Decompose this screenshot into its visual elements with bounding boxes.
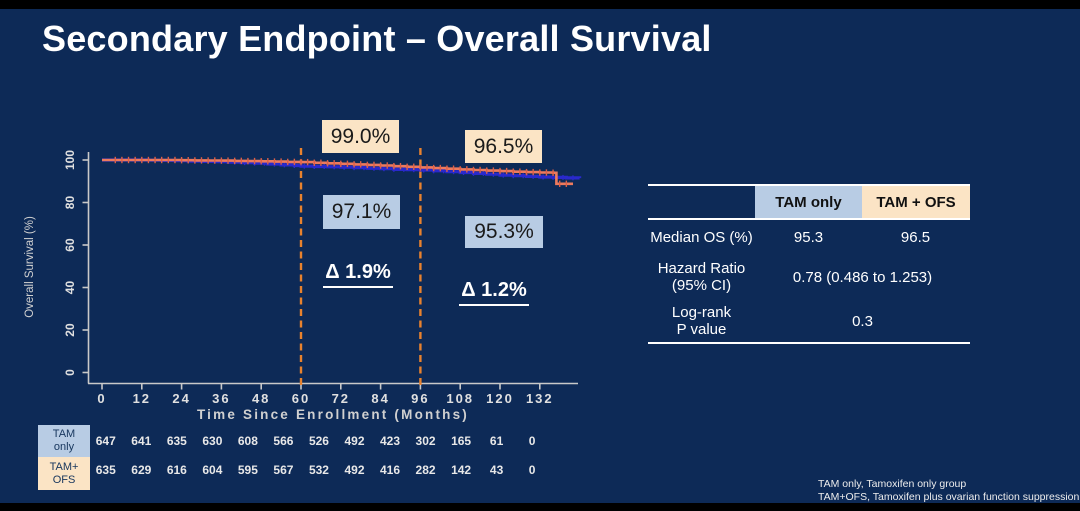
risk-count: 0 [528, 434, 536, 448]
risk-count: 282 [415, 463, 436, 477]
km-survival-plot: 0 20 40 60 80 100 Overall Survival (%) 0 12 24 36 4… [24, 148, 582, 422]
row-logrank-p: Log-rank P value 0.3 [648, 300, 970, 342]
svg-text:72: 72 [332, 391, 350, 406]
risk-count: 604 [202, 463, 223, 477]
svg-text:0: 0 [63, 369, 77, 376]
annotation-tam-ofs-60mo: 99.0% [322, 120, 399, 153]
risk-count: 641 [131, 434, 152, 448]
risk-label-line: TAM+ [49, 460, 79, 473]
logrank-p-value: 0.3 [852, 312, 873, 330]
svg-text:80: 80 [63, 196, 77, 210]
svg-text:84: 84 [371, 391, 389, 406]
annotation-delta-96mo: Δ 1.2% [456, 279, 532, 307]
risk-count: 647 [95, 434, 116, 448]
risk-label-line: OFS [52, 473, 76, 486]
risk-count: 302 [415, 434, 436, 448]
svg-text:120: 120 [486, 391, 514, 406]
svg-text:40: 40 [63, 281, 77, 295]
header-blank-cell [648, 186, 755, 218]
svg-text:0: 0 [97, 391, 106, 406]
risk-label-line: only [53, 441, 75, 453]
header-tam-ofs: TAM + OFS [862, 186, 970, 218]
median-os-tam-only: 95.3 [793, 228, 824, 246]
label-line: P value [676, 321, 727, 338]
header-tam-only: TAM only [755, 186, 862, 218]
letterbox-bottom [0, 503, 1080, 511]
risk-count: 616 [166, 463, 187, 477]
risk-count: 630 [202, 434, 223, 448]
risk-count: 142 [451, 463, 472, 477]
svg-text:60: 60 [292, 391, 310, 406]
median-os-label: Median OS (%) [650, 228, 753, 246]
svg-text:108: 108 [446, 391, 474, 406]
annotation-tam-only-96mo: 95.3% [465, 216, 543, 248]
row-median-os: Median OS (%) 95.3 96.5 [648, 220, 970, 254]
hazard-ratio-value: 0.78 (0.486 to 1.253) [792, 268, 933, 286]
letterbox-top [0, 0, 1080, 9]
risk-count: 566 [273, 434, 294, 448]
svg-text:96: 96 [411, 391, 429, 406]
table-header-row: TAM only TAM + OFS [648, 186, 970, 218]
risk-count: 532 [308, 463, 329, 477]
svg-text:12: 12 [133, 391, 151, 406]
delta-60-text: Δ 1.9% [323, 261, 393, 288]
risk-count: 629 [131, 463, 152, 477]
delta-96-text: Δ 1.2% [459, 279, 529, 306]
table-bottom-rule [648, 342, 970, 344]
risk-count: 526 [308, 434, 329, 448]
footnotes: TAM only, Tamoxifen only group TAM+OFS, … [818, 478, 1080, 503]
risk-count: 61 [489, 434, 504, 448]
table-top-rule [648, 184, 970, 186]
label-line: Log-rank [671, 304, 732, 321]
row-hazard-ratio: Hazard Ratio (95% CI) 0.78 (0.486 to 1.2… [648, 254, 970, 300]
risk-count: 165 [451, 434, 472, 448]
risk-count: 43 [489, 463, 504, 477]
svg-text:60: 60 [63, 238, 77, 252]
footnote-tam-ofs: TAM+OFS, Tamoxifen plus ovarian function… [818, 490, 1080, 503]
risk-count: 492 [344, 434, 365, 448]
svg-text:Time Since Enrollment (Months): Time Since Enrollment (Months) [197, 407, 469, 422]
os-statistics-table: TAM only TAM + OFS Median OS (%) 95.3 96… [648, 184, 970, 344]
page-title: Secondary Endpoint – Overall Survival [42, 18, 712, 59]
annotation-delta-60mo: Δ 1.9% [320, 261, 396, 289]
risk-count: 595 [237, 463, 258, 477]
svg-text:24: 24 [172, 391, 190, 406]
risk-label-tam-only: TAM only [38, 425, 90, 457]
footnote-tam-only: TAM only, Tamoxifen only group [818, 478, 967, 490]
label-line: (95% CI) [671, 277, 732, 294]
risk-count: 416 [380, 463, 401, 477]
median-os-tam-ofs: 96.5 [900, 228, 931, 246]
svg-text:Overall Survival (%): Overall Survival (%) [24, 216, 36, 318]
label-line: Hazard Ratio [657, 260, 746, 277]
risk-count: 608 [237, 434, 258, 448]
risk-count: 635 [166, 434, 187, 448]
risk-count: 635 [95, 463, 116, 477]
risk-count: 567 [273, 463, 294, 477]
risk-count: 492 [344, 463, 365, 477]
svg-text:48: 48 [252, 391, 270, 406]
risk-values-tam-ofs: 635 629 616 604 595 567 532 492 416 282 142 43 0 [88, 463, 550, 477]
risk-label-tam-ofs: TAM+ OFS [38, 457, 90, 490]
risk-count: 0 [528, 463, 536, 477]
risk-label-line: TAM [52, 428, 76, 440]
svg-text:36: 36 [212, 391, 230, 406]
risk-values-tam-only: 647 641 635 630 608 566 526 492 423 302 165 61 0 [88, 434, 550, 448]
svg-text:132: 132 [526, 391, 554, 406]
annotation-tam-ofs-96mo: 96.5% [465, 130, 542, 163]
annotation-tam-only-60mo: 97.1% [323, 195, 400, 229]
svg-text:20: 20 [63, 323, 77, 337]
svg-text:100: 100 [63, 150, 77, 170]
logrank-label: Log-rank P value [648, 304, 755, 338]
risk-count: 423 [380, 434, 401, 448]
table-header-rule [648, 218, 970, 220]
hazard-ratio-label: Hazard Ratio (95% CI) [648, 260, 755, 294]
